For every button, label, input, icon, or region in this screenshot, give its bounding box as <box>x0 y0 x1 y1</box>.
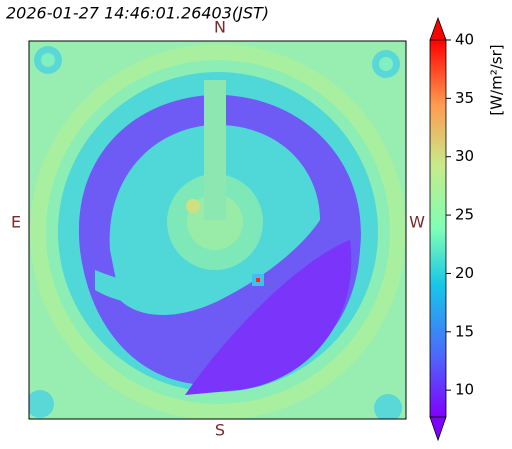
sky-image <box>29 41 406 419</box>
chart-title: 2026-01-27 14:46:01.26403(JST) <box>6 4 269 23</box>
colorbar <box>429 39 447 418</box>
colorbar-extend-bottom <box>429 416 447 442</box>
colorbar-tick-label: 15 <box>455 322 474 340</box>
colorbar-tick-label: 40 <box>455 31 474 49</box>
colorbar-tick-label: 20 <box>455 264 474 282</box>
colorbar-tick-label: 35 <box>455 89 474 107</box>
colorbar-tick-label: 30 <box>455 147 474 165</box>
direction-label: W <box>409 213 425 232</box>
colorbar-tick-label: 25 <box>455 206 474 224</box>
colorbar-extend-top <box>429 16 447 41</box>
direction-label: S <box>215 421 225 440</box>
direction-label: E <box>11 213 21 232</box>
colorbar-label: [W/m²/sr] <box>488 44 506 115</box>
image-frame <box>28 40 407 420</box>
colorbar-tick-label: 10 <box>455 381 474 399</box>
direction-label: N <box>214 18 226 37</box>
